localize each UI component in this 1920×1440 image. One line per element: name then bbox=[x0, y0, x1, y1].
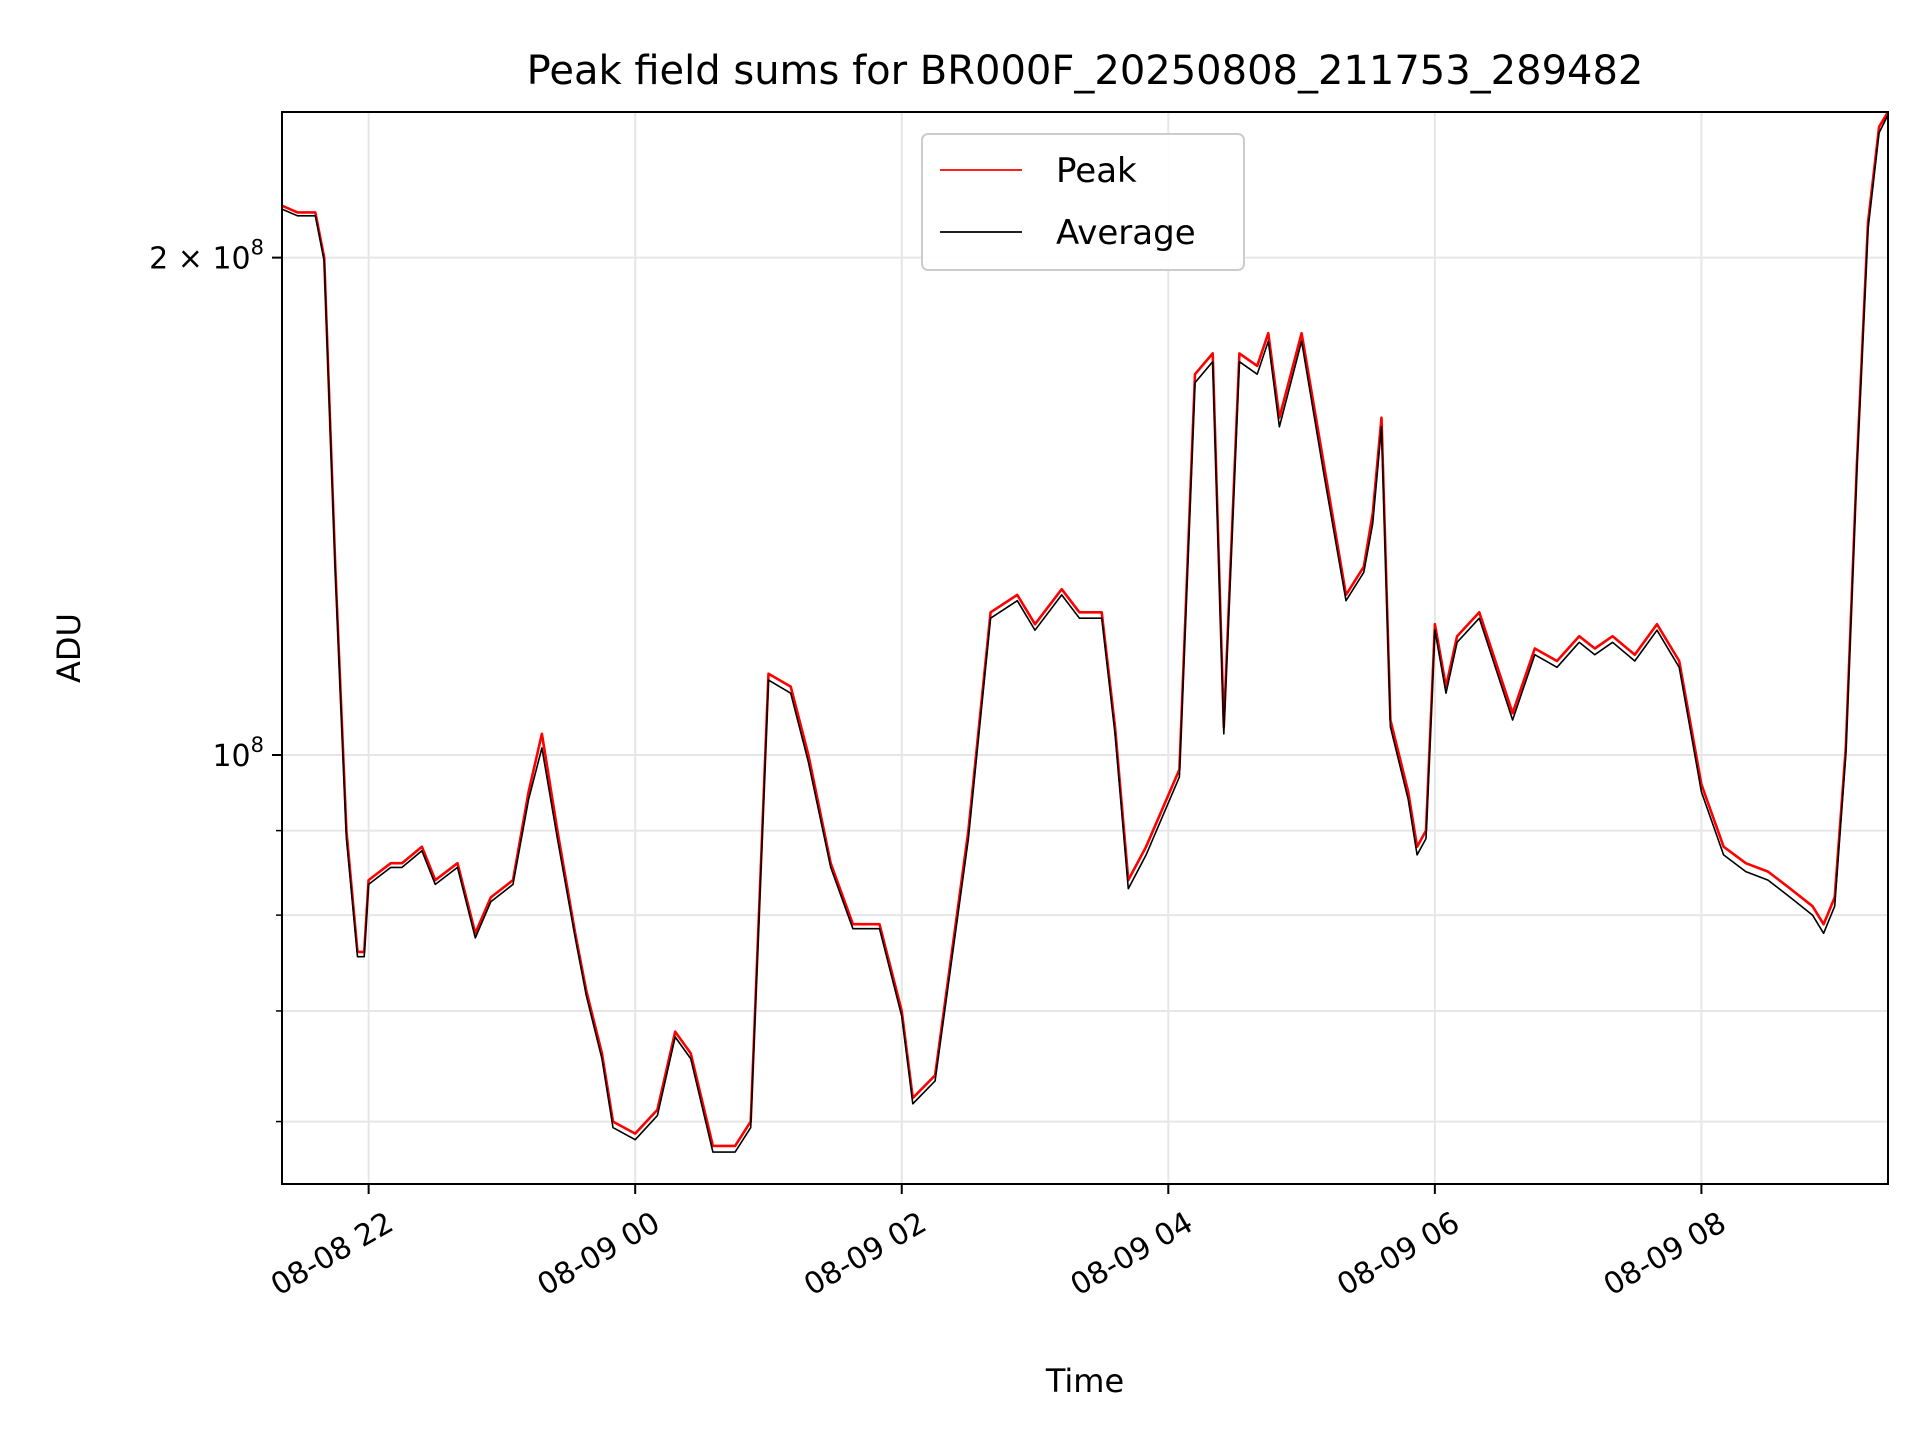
y-tick-multiplier: 2 × bbox=[149, 242, 212, 277]
series-line-average bbox=[281, 114, 1889, 1153]
plot-frame bbox=[281, 111, 1889, 1185]
grid-layer bbox=[282, 112, 1888, 1184]
y-tick-label: 2 × 108 bbox=[149, 236, 264, 277]
series-layer bbox=[281, 111, 1890, 1153]
y-tick-label: 108 bbox=[212, 733, 264, 774]
y-axis-label: ADU bbox=[50, 613, 88, 683]
chart-title: Peak field sums for BR000F_20250808_2117… bbox=[527, 48, 1644, 94]
y-tick-exponent: 8 bbox=[251, 733, 264, 757]
legend-label-peak: Peak bbox=[1056, 151, 1137, 191]
y-tick-base: 10 bbox=[212, 242, 250, 277]
legend: Peak Average bbox=[921, 133, 1245, 271]
x-axis-label: Time bbox=[1045, 1362, 1124, 1400]
y-tick-base: 10 bbox=[212, 739, 250, 774]
legend-label-average: Average bbox=[1056, 213, 1196, 253]
y-tick-exponent: 8 bbox=[251, 236, 264, 260]
legend-box bbox=[921, 133, 1245, 271]
